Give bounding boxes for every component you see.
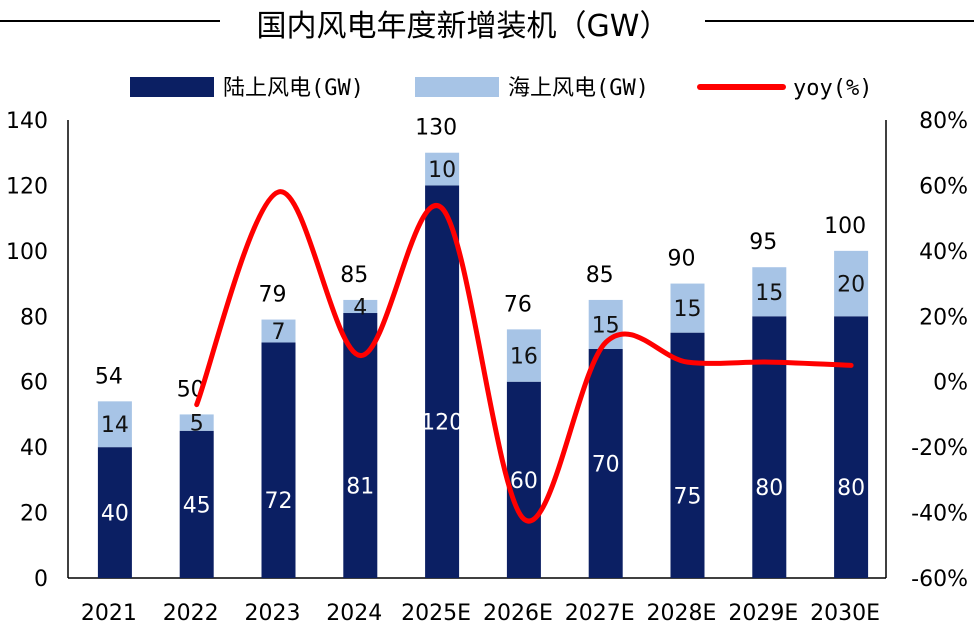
total-value-label: 54 bbox=[95, 364, 123, 389]
onshore-value-label: 80 bbox=[837, 476, 865, 501]
category-labels: 2021 2022 2023 2024 2025E 2026E 2027E 2028E 2029… bbox=[81, 601, 880, 626]
category-label: 2022 bbox=[163, 601, 219, 626]
legend-label-yoy: yoy(%) bbox=[793, 76, 872, 101]
legend-label-offshore: 海上风电(GW) bbox=[508, 76, 649, 101]
offshore-value-label: 15 bbox=[674, 297, 702, 322]
category-label: 2021 bbox=[81, 601, 137, 626]
onshore-value-label: 81 bbox=[346, 475, 374, 500]
legend-swatch-onshore bbox=[130, 77, 214, 97]
right-tick-label: -20% bbox=[911, 436, 968, 461]
left-tick-label: 120 bbox=[6, 174, 48, 199]
left-tick-label: 0 bbox=[34, 567, 48, 592]
offshore-value-label: 16 bbox=[510, 345, 538, 370]
bar-offshore bbox=[425, 152, 460, 186]
left-tick-label: 140 bbox=[6, 109, 48, 134]
legend-label-onshore: 陆上风电(GW) bbox=[223, 76, 364, 101]
offshore-value-label: 20 bbox=[837, 273, 865, 298]
bar-onshore bbox=[425, 185, 460, 578]
right-tick-label: -40% bbox=[911, 502, 968, 527]
onshore-value-label: 60 bbox=[510, 469, 538, 494]
right-tick-label: 40% bbox=[919, 240, 968, 265]
legend-swatch-offshore bbox=[415, 77, 499, 97]
bar-offshore bbox=[97, 401, 132, 448]
bar-onshore bbox=[261, 342, 296, 578]
total-value-label: 95 bbox=[749, 230, 777, 255]
right-tick-label: 60% bbox=[919, 174, 968, 199]
bar-offshore bbox=[261, 319, 296, 343]
bar-onshore bbox=[343, 313, 378, 578]
bar-offshore bbox=[343, 299, 378, 314]
total-value-label: 79 bbox=[259, 283, 287, 308]
onshore-value-label: 75 bbox=[674, 484, 702, 509]
onshore-value-label: 70 bbox=[592, 453, 620, 478]
left-tick-label: 100 bbox=[6, 240, 48, 265]
bar-offshore bbox=[834, 250, 869, 317]
offshore-value-label: 10 bbox=[428, 158, 456, 183]
offshore-value-label: 14 bbox=[101, 413, 129, 438]
offshore-value-label: 4 bbox=[353, 295, 367, 320]
right-tick-label: 0% bbox=[933, 371, 968, 396]
bar-offshore bbox=[506, 329, 541, 382]
left-tick-label: 40 bbox=[20, 436, 48, 461]
bar-offshore bbox=[179, 414, 214, 431]
offshore-value-label: 15 bbox=[755, 281, 783, 306]
bar-onshore bbox=[752, 316, 787, 578]
bar-onshore bbox=[179, 430, 214, 578]
right-axis-ticks: -60% -40% -20% 0% 20% 40% 60% 80% bbox=[911, 109, 968, 592]
total-value-label: 130 bbox=[415, 116, 457, 141]
yoy-line bbox=[194, 189, 854, 524]
offshore-value-label: 7 bbox=[272, 320, 286, 345]
left-axis-ticks: 0 20 40 60 80 100 120 140 bbox=[6, 109, 48, 592]
left-tick-label: 20 bbox=[20, 502, 48, 527]
bar-onshore bbox=[506, 381, 541, 578]
category-label: 2029E bbox=[728, 601, 798, 626]
left-tick-label: 80 bbox=[20, 305, 48, 330]
category-label: 2030E bbox=[810, 601, 880, 626]
onshore-value-label: 72 bbox=[265, 489, 293, 514]
right-tick-label: -60% bbox=[911, 567, 968, 592]
onshore-value-label: 40 bbox=[101, 502, 129, 527]
bar-onshore bbox=[834, 316, 869, 578]
right-tick-label: 20% bbox=[919, 305, 968, 330]
onshore-value-label: 80 bbox=[755, 476, 783, 501]
category-label: 2025E bbox=[401, 601, 471, 626]
onshore-value-label: 120 bbox=[421, 411, 463, 436]
category-label: 2028E bbox=[647, 601, 717, 626]
bar-offshore bbox=[752, 267, 787, 317]
category-label: 2023 bbox=[245, 601, 301, 626]
category-label: 2027E bbox=[565, 601, 635, 626]
category-label: 2024 bbox=[326, 601, 382, 626]
bars bbox=[97, 152, 869, 578]
total-value-label: 85 bbox=[340, 263, 368, 288]
right-tick-label: 80% bbox=[919, 109, 968, 134]
legend: 陆上风电(GW) 海上风电(GW) yoy(%) bbox=[130, 76, 872, 101]
left-tick-label: 60 bbox=[20, 371, 48, 396]
total-value-label: 76 bbox=[504, 292, 532, 317]
offshore-value-label: 5 bbox=[190, 412, 204, 437]
category-label: 2026E bbox=[483, 601, 553, 626]
total-value-label: 85 bbox=[586, 263, 614, 288]
bar-onshore bbox=[670, 332, 705, 578]
bar-offshore bbox=[670, 283, 705, 333]
onshore-value-label: 45 bbox=[183, 493, 211, 518]
total-value-label: 90 bbox=[668, 247, 696, 272]
chart-title: 国内风电年度新增装机（GW） bbox=[257, 9, 670, 44]
bar-onshore bbox=[97, 447, 132, 578]
total-value-label: 100 bbox=[824, 214, 866, 239]
bar-onshore bbox=[588, 349, 623, 578]
